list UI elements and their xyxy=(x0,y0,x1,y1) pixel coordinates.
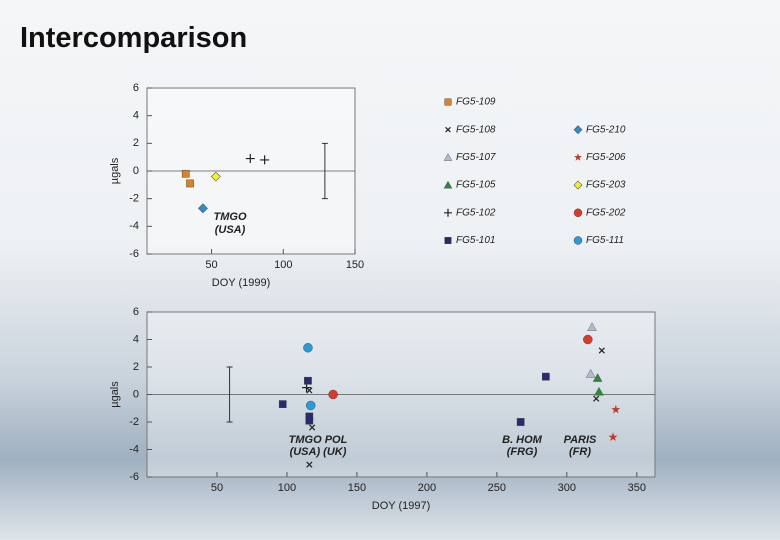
legend-label: FG5-105 xyxy=(456,180,496,191)
marker-diamond xyxy=(573,180,583,190)
x-tick-label: 250 xyxy=(488,482,506,494)
marker-star xyxy=(574,153,582,161)
annotation: PARIS xyxy=(564,434,597,446)
slide-title: Intercomparison xyxy=(20,22,248,54)
y-tick-label: -2 xyxy=(129,416,139,428)
marker-plus xyxy=(245,154,255,164)
y-axis-label: µgals xyxy=(109,381,121,408)
marker-square xyxy=(444,237,452,244)
y-tick-label: 2 xyxy=(133,361,139,373)
y-tick-label: 2 xyxy=(133,137,139,149)
x-tick-label: 300 xyxy=(558,482,576,494)
legend-label: FG5-111 xyxy=(586,235,624,246)
marker-circle xyxy=(328,389,338,400)
x-tick-label: 100 xyxy=(278,482,296,494)
y-tick-label: 4 xyxy=(133,333,139,345)
x-tick-label: 350 xyxy=(628,482,646,494)
x-axis-label: DOY (1999) xyxy=(212,277,271,289)
annotation: B. HOM xyxy=(502,434,543,446)
legend-label: FG5-202 xyxy=(586,207,626,218)
legend-label: FG5-206 xyxy=(586,152,626,163)
marker-circle xyxy=(306,400,316,411)
y-tick-label: 6 xyxy=(133,82,139,94)
annotation: (FR) xyxy=(569,446,591,458)
y-tick-label: -6 xyxy=(129,248,139,260)
marker-x xyxy=(445,126,451,133)
marker-diamond xyxy=(573,125,583,135)
y-tick-label: -4 xyxy=(129,220,139,232)
marker-circle xyxy=(583,334,593,345)
marker-triangle xyxy=(592,373,603,382)
annotation: (USA) (UK) xyxy=(290,446,347,458)
annotation: (USA) xyxy=(215,224,246,236)
marker-x xyxy=(598,347,605,354)
marker-circle xyxy=(573,236,583,245)
x-tick-label: 150 xyxy=(346,259,364,271)
marker-square xyxy=(304,376,312,385)
marker-x xyxy=(309,424,316,431)
legend-label: FG5-108 xyxy=(456,124,496,135)
marker-plus xyxy=(302,383,312,393)
marker-square xyxy=(305,416,314,425)
y-tick-label: 4 xyxy=(133,110,139,122)
marker-square xyxy=(444,98,452,106)
y-tick-label: 0 xyxy=(133,165,139,177)
marker-square xyxy=(542,372,550,381)
marker-diamond xyxy=(210,171,221,182)
marker-star xyxy=(611,404,621,414)
x-tick-label: 200 xyxy=(418,482,436,494)
x-tick-label: 50 xyxy=(205,259,217,271)
marker-x xyxy=(306,461,313,468)
marker-circle xyxy=(303,343,313,353)
marker-diamond xyxy=(198,203,208,214)
legend-label: FG5-109 xyxy=(456,97,496,108)
marker-triangle xyxy=(585,368,596,378)
marker-triangle xyxy=(587,322,597,331)
marker-square xyxy=(181,169,190,178)
annotation: TMGO POL xyxy=(289,434,348,446)
x-tick-label: 150 xyxy=(348,482,366,494)
legend-label: FG5-101 xyxy=(456,235,495,246)
marker-x xyxy=(306,387,313,394)
y-axis-label: µgals xyxy=(109,157,121,184)
x-tick-label: 50 xyxy=(211,482,223,494)
marker-triangle xyxy=(594,386,604,396)
marker-plus xyxy=(260,155,270,165)
marker-star xyxy=(608,432,618,441)
marker-circle xyxy=(573,208,583,218)
y-tick-label: -4 xyxy=(129,443,139,455)
annotation: TMGO xyxy=(214,211,247,223)
marker-triangle xyxy=(443,152,453,161)
marker-square xyxy=(278,400,287,408)
marker-square xyxy=(186,179,194,188)
legend-label: FG5-107 xyxy=(456,152,496,163)
x-tick-label: 100 xyxy=(274,259,292,271)
marker-triangle xyxy=(443,180,453,189)
marker-plus xyxy=(444,208,452,217)
error-bar xyxy=(321,142,328,200)
marker-square xyxy=(516,418,525,426)
y-tick-label: -6 xyxy=(129,471,139,483)
legend-label: FG5-210 xyxy=(586,124,626,135)
annotation: (FRG) xyxy=(507,446,538,458)
legend-label: FG5-203 xyxy=(586,180,626,191)
error-bar xyxy=(226,366,233,423)
x-axis-label: DOY (1997) xyxy=(372,500,431,512)
y-tick-label: -2 xyxy=(129,193,139,205)
y-tick-label: 6 xyxy=(133,306,139,318)
y-tick-label: 0 xyxy=(133,388,139,400)
legend-label: FG5-102 xyxy=(456,207,496,218)
marker-x xyxy=(593,395,600,402)
